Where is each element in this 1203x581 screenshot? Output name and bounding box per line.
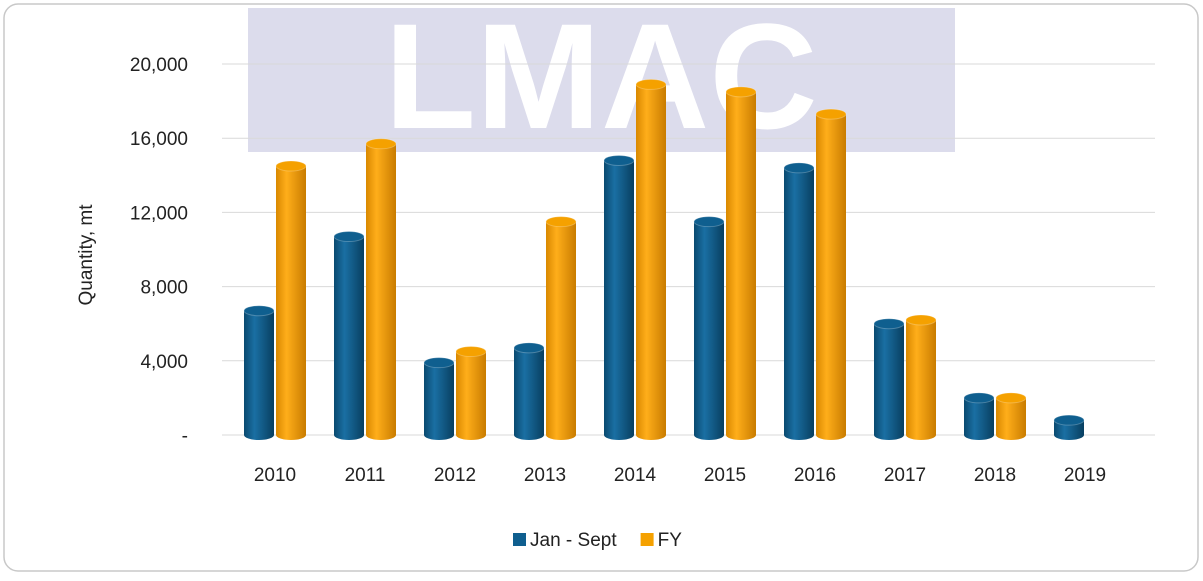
x-tick-label: 2014 <box>614 465 657 486</box>
bar <box>1054 420 1084 440</box>
bar-cap <box>455 346 487 358</box>
x-tick-label: 2010 <box>254 465 296 486</box>
bar-cap <box>815 108 847 120</box>
bar-cap <box>513 342 545 354</box>
bar-cap <box>243 305 275 317</box>
legend-swatch <box>513 533 526 546</box>
legend-label: FY <box>658 530 683 551</box>
bar-cap <box>423 357 455 369</box>
bar-cap <box>275 160 307 172</box>
bar <box>276 166 306 440</box>
bar <box>726 91 756 440</box>
bar <box>784 167 814 440</box>
bar <box>456 351 486 440</box>
y-tick-label: 16,000 <box>130 129 188 150</box>
bar <box>334 236 364 440</box>
bar <box>964 397 994 440</box>
x-tick-label: 2012 <box>434 465 476 486</box>
bar-cap <box>1053 414 1085 426</box>
y-tick-label: 8,000 <box>140 278 188 299</box>
legend-swatch <box>640 533 654 546</box>
x-tick-label: 2019 <box>1064 465 1106 486</box>
bar-cap <box>905 314 937 326</box>
bar-cap <box>873 318 905 330</box>
x-tick-label: 2013 <box>524 465 566 486</box>
bar-cap <box>545 216 577 228</box>
bar <box>546 221 576 440</box>
bar <box>906 319 936 440</box>
bar <box>636 84 666 440</box>
bar <box>996 397 1026 440</box>
bar-cap <box>635 78 667 90</box>
bar-cap <box>783 162 815 174</box>
bar <box>604 160 634 440</box>
x-tick-label: 2018 <box>974 465 1016 486</box>
bar-cap <box>963 392 995 404</box>
bar-cap <box>603 154 635 166</box>
bar-cap <box>995 392 1027 404</box>
x-tick-label: 2015 <box>704 465 746 486</box>
y-axis-label: Quantity, mt <box>76 204 97 306</box>
bar <box>816 114 846 441</box>
y-tick-label: 20,000 <box>130 55 188 76</box>
bar <box>874 323 904 440</box>
bar-cap <box>365 138 397 150</box>
x-tick-label: 2016 <box>794 465 836 486</box>
x-tick-label: 2017 <box>884 465 926 486</box>
bar <box>514 347 544 440</box>
bar-cap <box>693 216 725 228</box>
y-tick-label: 12,000 <box>130 203 188 224</box>
y-tick-label: - <box>182 426 188 447</box>
bar <box>694 221 724 440</box>
x-tick-label: 2011 <box>345 465 386 486</box>
bar-cap <box>725 86 757 98</box>
bar-cap <box>333 231 365 243</box>
legend-label: Jan - Sept <box>530 530 617 551</box>
bar <box>424 362 454 440</box>
bar <box>366 143 396 440</box>
y-tick-label: 4,000 <box>140 352 188 373</box>
bar <box>244 310 274 440</box>
watermark: LMAC <box>248 0 955 160</box>
